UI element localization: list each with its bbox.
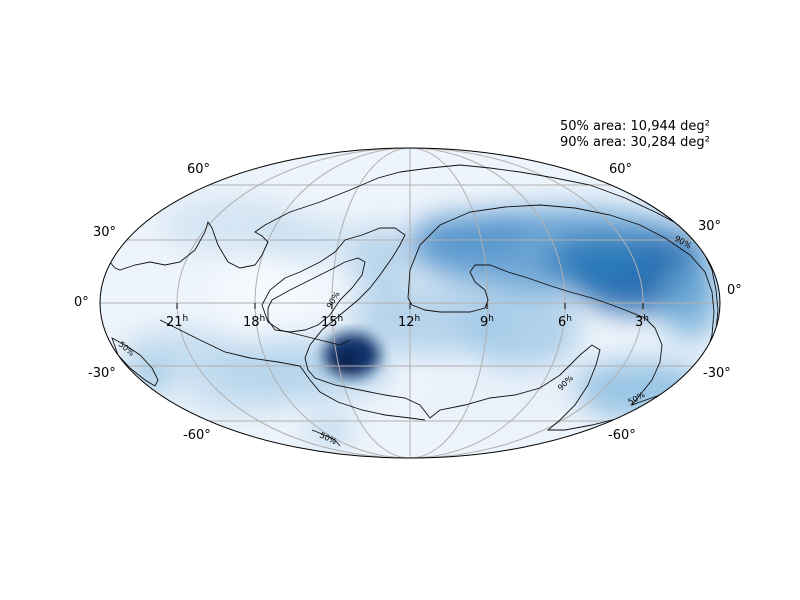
ra-label-21h: 21h <box>166 314 188 330</box>
lat-label-left-0: 0° <box>74 295 89 310</box>
sky-outline <box>99 147 721 459</box>
lat-label-right-0: 0° <box>727 283 742 298</box>
ra-label-12h: 12h <box>398 314 420 330</box>
lat-label-left-p60: 60° <box>187 162 210 177</box>
latitude-labels: 60° 30° 0° -30° -60° 60° 30° 0° -30° -60… <box>74 162 742 443</box>
lat-label-right-m30: -30° <box>703 366 731 381</box>
lat-label-right-m60: -60° <box>608 428 636 443</box>
contour-90 <box>114 164 719 431</box>
ra-label-3h: 3h <box>635 314 649 330</box>
lat-label-left-m30: -30° <box>88 366 116 381</box>
lat-label-left-p30: 30° <box>93 225 116 240</box>
lat-label-left-m60: -60° <box>183 428 211 443</box>
area-90-text: 90% area: 30,284 deg² <box>560 135 710 150</box>
contour-50 <box>407 204 715 406</box>
ra-labels: 21h 18h 15h 12h 9h 6h 3h <box>166 314 649 330</box>
lat-label-right-p30: 30° <box>698 219 721 234</box>
area-50-text: 50% area: 10,944 deg² <box>560 119 710 134</box>
ra-label-15h: 15h <box>321 314 343 330</box>
ra-label-6h: 6h <box>558 314 572 330</box>
lat-label-right-p60: 60° <box>609 162 632 177</box>
ra-ticks <box>176 303 644 309</box>
ra-label-18h: 18h <box>243 314 265 330</box>
ra-label-9h: 9h <box>480 314 494 330</box>
